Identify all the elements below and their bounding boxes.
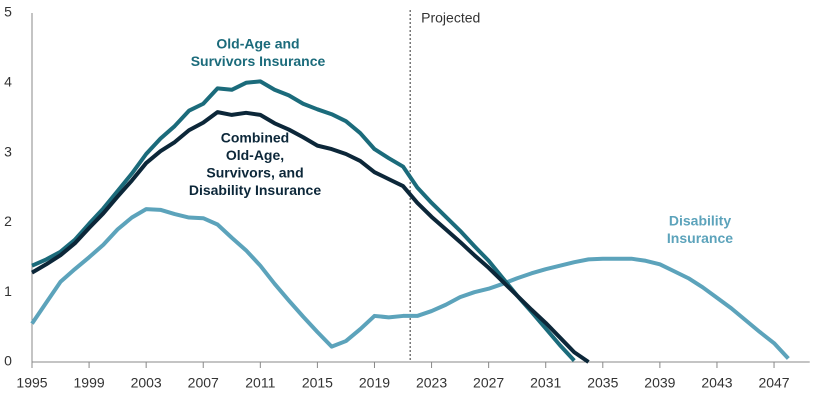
- series-label: Survivors Insurance: [191, 53, 326, 69]
- x-tick-label: 1995: [16, 375, 47, 391]
- x-tick-label: 2003: [131, 375, 162, 391]
- series-line: [30, 110, 590, 364]
- series-label: Disability Insurance: [189, 182, 321, 198]
- x-tick-label: 2007: [188, 375, 219, 391]
- x-tick-label: 2035: [587, 375, 618, 391]
- y-tick-label: 2: [4, 213, 12, 229]
- y-tick-label: 4: [4, 74, 12, 90]
- x-tick-label: 1999: [74, 375, 105, 391]
- series-label: Old-Age,: [226, 147, 284, 163]
- series-label: Disability: [669, 213, 731, 229]
- y-tick-label: 3: [4, 143, 12, 159]
- x-tick-label: 2031: [530, 375, 561, 391]
- x-tick-label: 2039: [644, 375, 675, 391]
- series-label: Insurance: [667, 230, 733, 246]
- x-tick-label: 2019: [359, 375, 390, 391]
- x-tick-label: 2047: [758, 375, 789, 391]
- series-label: Survivors, and: [206, 165, 303, 181]
- y-tick-label: 0: [4, 353, 12, 369]
- x-tick-label: 2027: [473, 375, 504, 391]
- series-line: [30, 207, 790, 360]
- series-line: [31, 79, 576, 362]
- series-label: Old-Age and: [216, 36, 299, 52]
- series-label: Combined: [221, 130, 289, 146]
- x-tick-label: 2023: [416, 375, 447, 391]
- x-tick-label: 2011: [245, 375, 275, 391]
- projected-label: Projected: [421, 10, 480, 26]
- y-tick-label: 1: [4, 283, 12, 299]
- y-tick-label: 5: [4, 4, 12, 20]
- x-tick-label: 2043: [701, 375, 732, 391]
- x-tick-label: 2015: [302, 375, 333, 391]
